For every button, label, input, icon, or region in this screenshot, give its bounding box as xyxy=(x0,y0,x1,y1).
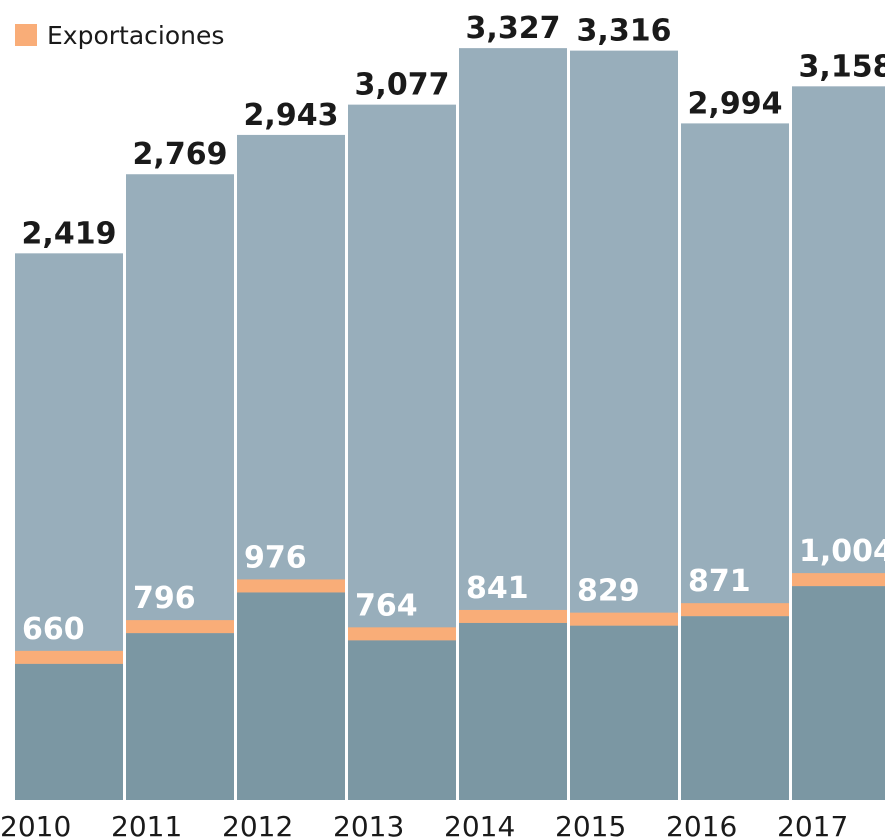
total-label: 3,327 xyxy=(466,11,561,46)
export-label: 976 xyxy=(244,540,307,575)
total-label: 3,077 xyxy=(355,68,450,103)
total-label: 3,316 xyxy=(577,14,672,49)
export-bar xyxy=(792,586,885,800)
export-band xyxy=(570,612,678,626)
legend-label: Exportaciones xyxy=(47,21,224,50)
total-label: 2,419 xyxy=(22,216,117,251)
export-band xyxy=(237,579,345,593)
export-label: 829 xyxy=(577,574,640,609)
export-band xyxy=(792,573,885,587)
export-bar xyxy=(348,640,456,800)
export-band xyxy=(348,627,456,641)
export-band xyxy=(459,609,567,623)
x-tick-label: 2012 xyxy=(222,810,293,840)
export-band xyxy=(15,650,123,664)
x-tick-label: 2014 xyxy=(444,810,515,840)
export-band xyxy=(681,603,789,617)
export-bar xyxy=(237,592,345,800)
export-bar xyxy=(681,616,789,800)
x-tick-label: 2013 xyxy=(333,810,404,840)
legend-swatch xyxy=(15,24,37,46)
export-label: 871 xyxy=(688,564,751,599)
total-label: 2,943 xyxy=(244,98,339,133)
export-label: 660 xyxy=(22,612,85,647)
total-label: 2,769 xyxy=(133,137,228,172)
export-label: 841 xyxy=(466,571,529,606)
export-bar xyxy=(15,663,123,800)
x-tick-label: 2016 xyxy=(666,810,737,840)
export-bar xyxy=(126,633,234,800)
total-label: 3,158 xyxy=(799,49,885,84)
x-tick-label: 2010 xyxy=(0,810,71,840)
total-label: 2,994 xyxy=(688,86,783,121)
export-label: 1,004 xyxy=(799,534,885,569)
x-tick-label: 2017 xyxy=(777,810,848,840)
export-bar xyxy=(459,622,567,800)
export-label: 796 xyxy=(133,581,196,616)
x-tick-label: 2015 xyxy=(555,810,626,840)
export-label: 764 xyxy=(355,588,418,623)
export-band xyxy=(126,620,234,634)
export-bar xyxy=(570,625,678,800)
x-tick-label: 2011 xyxy=(111,810,182,840)
